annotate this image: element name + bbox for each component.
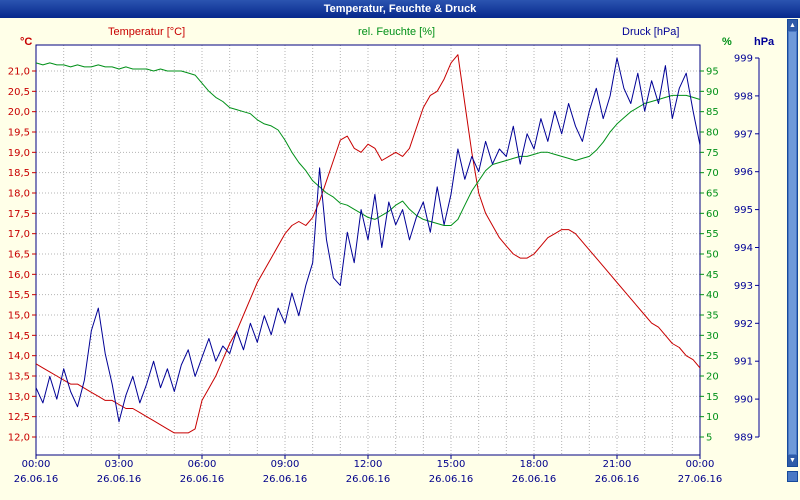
- temp-tick-label: 16,0: [8, 270, 30, 281]
- x-time-label: 18:00: [520, 459, 549, 470]
- x-time-label: 03:00: [105, 459, 134, 470]
- press-tick-label: 990: [734, 395, 753, 406]
- x-date-label: 26.06.16: [595, 474, 640, 485]
- x-time-label: 00:00: [22, 459, 51, 470]
- window-title: Temperatur, Feuchte & Druck: [323, 3, 477, 15]
- press-tick-label: 991: [734, 357, 753, 368]
- hum-tick-label: 65: [706, 189, 719, 200]
- unit-hpa-label: hPa: [754, 36, 775, 48]
- temp-tick-label: 17,0: [8, 229, 30, 240]
- temp-tick-label: 13,0: [8, 392, 30, 403]
- press-tick-label: 993: [734, 281, 753, 292]
- hum-tick-label: 10: [706, 412, 719, 423]
- temp-tick-label: 18,5: [8, 168, 30, 179]
- x-time-label: 12:00: [354, 459, 383, 470]
- x-time-label: 09:00: [271, 459, 300, 470]
- hum-tick-label: 15: [706, 392, 719, 403]
- press-tick-label: 992: [734, 319, 753, 330]
- hum-tick-label: 25: [706, 351, 719, 362]
- temperature-line: [35, 54, 701, 434]
- hum-tick-label: 50: [706, 250, 719, 261]
- scroll-up-icon[interactable]: ▲: [788, 20, 797, 31]
- press-tick-label: 989: [734, 433, 753, 444]
- legend-temperature: Temperatur [°C]: [108, 26, 186, 38]
- x-date-label: 26.06.16: [263, 474, 308, 485]
- temp-tick-label: 14,0: [8, 351, 30, 362]
- hum-tick-label: 80: [706, 128, 719, 139]
- hum-tick-label: 75: [706, 148, 719, 159]
- x-date-label: 26.06.16: [512, 474, 557, 485]
- x-time-label: 06:00: [188, 459, 217, 470]
- x-time-label: 21:00: [603, 459, 632, 470]
- hum-tick-label: 35: [706, 311, 719, 322]
- temp-tick-label: 18,0: [8, 189, 30, 200]
- unit-percent-label: %: [722, 36, 732, 48]
- vertical-scrollbar[interactable]: ▲ ▼: [787, 19, 798, 467]
- temp-tick-label: 12,5: [8, 412, 30, 423]
- legend-pressure: Druck [hPa]: [622, 26, 680, 38]
- hum-tick-label: 45: [706, 270, 719, 281]
- x-date-label: 27.06.16: [678, 474, 723, 485]
- press-tick-label: 996: [734, 167, 753, 178]
- hum-tick-label: 90: [706, 87, 719, 98]
- scroll-down-icon[interactable]: ▼: [788, 455, 797, 466]
- press-tick-label: 995: [734, 205, 753, 216]
- press-tick-label: 999: [734, 54, 753, 65]
- scrollbar-corner: [787, 471, 798, 482]
- pressure-line: [35, 57, 701, 423]
- temp-tick-label: 13,5: [8, 372, 30, 383]
- temp-tick-label: 21,0: [8, 67, 30, 78]
- x-time-label: 15:00: [437, 459, 466, 470]
- temp-tick-label: 19,5: [8, 128, 30, 139]
- temp-tick-label: 12,0: [8, 433, 30, 444]
- temp-tick-label: 14,5: [8, 331, 30, 342]
- x-date-label: 26.06.16: [346, 474, 391, 485]
- temp-tick-label: 16,5: [8, 250, 30, 261]
- hum-tick-label: 20: [706, 372, 719, 383]
- temp-tick-label: 15,0: [8, 311, 30, 322]
- hum-tick-label: 55: [706, 229, 719, 240]
- temp-tick-label: 19,0: [8, 148, 30, 159]
- press-tick-label: 997: [734, 129, 753, 140]
- x-date-label: 26.06.16: [429, 474, 474, 485]
- temp-tick-label: 20,0: [8, 107, 30, 118]
- hum-tick-label: 70: [706, 168, 719, 179]
- x-date-label: 26.06.16: [14, 474, 59, 485]
- legend-humidity: rel. Feuchte [%]: [358, 26, 436, 38]
- temp-tick-label: 20,5: [8, 87, 30, 98]
- scrollbar-thumb[interactable]: [789, 32, 796, 454]
- hum-tick-label: 40: [706, 290, 719, 301]
- hum-tick-label: 95: [706, 67, 719, 78]
- press-tick-label: 994: [734, 243, 753, 254]
- press-tick-label: 998: [734, 91, 753, 102]
- hum-tick-label: 60: [706, 209, 719, 220]
- hum-tick-label: 85: [706, 107, 719, 118]
- window-title-bar: Temperatur, Feuchte & Druck: [0, 0, 800, 18]
- unit-celsius-label: °C: [20, 36, 33, 48]
- x-date-label: 26.06.16: [97, 474, 142, 485]
- hum-tick-label: 30: [706, 331, 719, 342]
- x-time-label: 00:00: [686, 459, 715, 470]
- chart-plot: 21,0 95 20,5 90 20,0 85 19,5 80 19,0 75 18,5 70 18,0…: [8, 44, 760, 485]
- hum-tick-label: 5: [706, 433, 712, 444]
- temp-tick-label: 17,5: [8, 209, 30, 220]
- temp-tick-label: 15,5: [8, 290, 30, 301]
- humidity-line: [35, 62, 701, 226]
- x-date-label: 26.06.16: [180, 474, 225, 485]
